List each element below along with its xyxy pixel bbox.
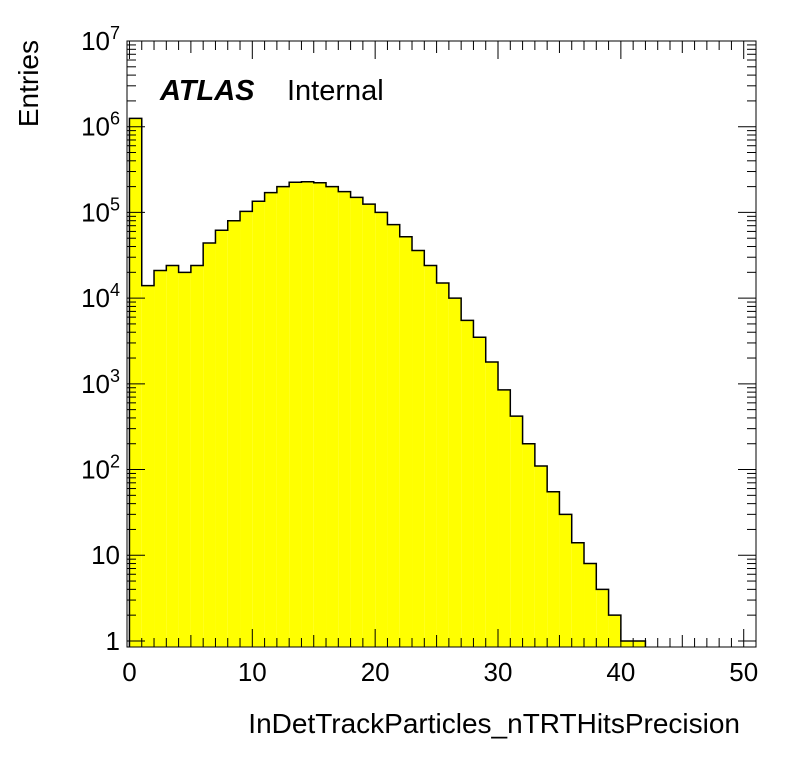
y-tick-label: 107 bbox=[81, 23, 120, 56]
x-tick-label: 0 bbox=[122, 657, 136, 687]
histogram-bar bbox=[387, 224, 400, 647]
histogram-bar bbox=[559, 514, 572, 647]
histogram-bar bbox=[461, 320, 474, 647]
x-tick-label: 30 bbox=[484, 657, 513, 687]
histogram-bar bbox=[178, 272, 191, 647]
histogram-bar bbox=[190, 265, 204, 647]
histogram-outline bbox=[128, 117, 647, 647]
axis-ticks bbox=[127, 40, 756, 647]
histogram-bar bbox=[154, 270, 167, 647]
histogram-bar bbox=[141, 285, 155, 647]
histogram-bar bbox=[350, 197, 363, 647]
y-axis-title: Entries bbox=[13, 40, 44, 127]
histogram-bar bbox=[571, 542, 585, 647]
histogram-bar bbox=[362, 204, 376, 648]
histogram-bar bbox=[584, 563, 597, 647]
x-tick-label: 40 bbox=[606, 657, 635, 687]
histogram-bar bbox=[547, 491, 560, 647]
histogram-bar bbox=[620, 640, 634, 647]
y-tick-label: 102 bbox=[81, 452, 120, 485]
histogram-bar bbox=[276, 186, 290, 648]
histogram-bar bbox=[338, 191, 351, 648]
x-tick-label: 10 bbox=[238, 657, 267, 687]
plot-frame bbox=[126, 40, 757, 648]
histogram-bar bbox=[448, 298, 462, 647]
histogram-bars bbox=[128, 117, 647, 648]
histogram-bar bbox=[596, 589, 609, 647]
y-tick-labels: 1 10 102 103 104 105 106 107 bbox=[81, 23, 120, 656]
histogram-bar bbox=[522, 443, 535, 647]
histogram-bar bbox=[252, 201, 265, 647]
y-tick-label: 105 bbox=[81, 194, 120, 227]
histogram-bar bbox=[412, 250, 425, 647]
x-tick-label: 50 bbox=[729, 657, 758, 687]
histogram-bar bbox=[510, 416, 523, 647]
histogram-bar bbox=[473, 337, 486, 647]
histogram-bar bbox=[608, 615, 621, 647]
histogram-bar bbox=[326, 186, 339, 648]
histogram-bar bbox=[203, 242, 216, 647]
y-tick-label: 10 bbox=[91, 540, 120, 570]
x-axis-title: InDetTrackParticles_nTRTHitsPrecision bbox=[248, 708, 740, 739]
histogram-bar bbox=[289, 182, 302, 647]
histogram-bar bbox=[498, 389, 511, 647]
histogram-bar bbox=[485, 361, 499, 647]
histogram-bar bbox=[227, 220, 241, 647]
atlas-label: ATLAS bbox=[159, 75, 255, 107]
histogram-bar bbox=[375, 212, 388, 647]
histogram-bar bbox=[264, 192, 277, 648]
y-tick-label: 106 bbox=[81, 109, 120, 142]
y-tick-label: 1 bbox=[106, 626, 120, 656]
histogram-bar bbox=[313, 182, 327, 647]
histogram-bar bbox=[129, 118, 142, 647]
histogram-bar bbox=[534, 465, 548, 647]
histogram-bar bbox=[424, 265, 437, 647]
x-tick-labels: 0 10 20 30 40 50 bbox=[122, 657, 758, 687]
y-tick-label: 104 bbox=[81, 280, 120, 313]
histogram-bar bbox=[436, 283, 449, 647]
x-tick-label: 20 bbox=[361, 657, 390, 687]
histogram-bar bbox=[633, 640, 646, 647]
internal-label: Internal bbox=[287, 75, 384, 107]
histogram-bar bbox=[215, 230, 228, 648]
y-tick-label: 103 bbox=[81, 366, 120, 399]
histogram-bar bbox=[240, 211, 253, 647]
histogram-bar bbox=[399, 236, 413, 647]
histogram-bar bbox=[166, 265, 179, 647]
histogram-bar bbox=[301, 181, 314, 647]
